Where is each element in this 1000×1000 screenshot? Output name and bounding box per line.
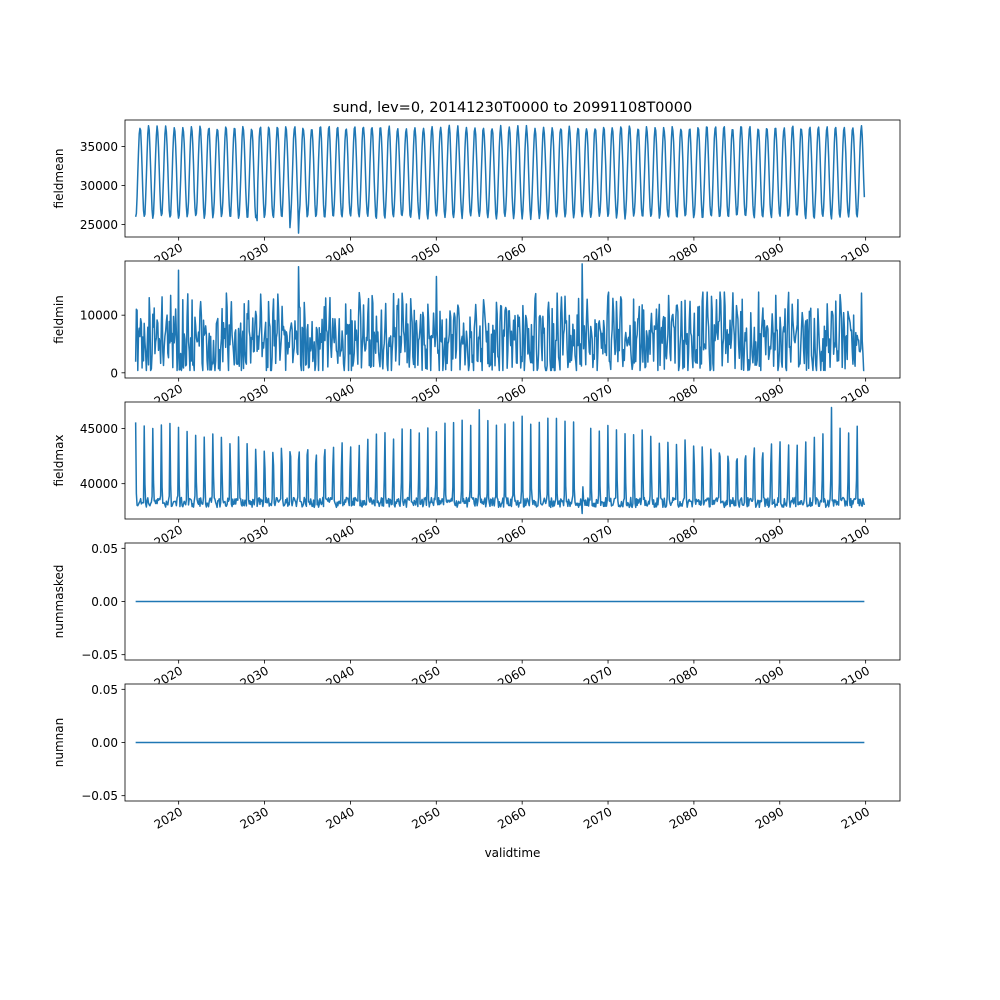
- y-tick-label: 0.05: [91, 683, 118, 697]
- axes-frame: [124, 401, 901, 520]
- y-tick-label: 45000: [80, 422, 118, 436]
- y-tick-label: −0.05: [81, 648, 118, 662]
- y-axis-label: fieldmean: [52, 149, 66, 209]
- y-tick-label: 0.00: [91, 736, 118, 750]
- y-axis-label: nummasked: [52, 565, 66, 639]
- y-tick-label: −0.05: [81, 789, 118, 803]
- x-axis-label: validtime: [485, 846, 541, 860]
- y-tick-label: 0: [110, 366, 118, 380]
- y-tick-label: 40000: [80, 477, 118, 491]
- y-axis-label: fieldmax: [52, 434, 66, 486]
- axes-frame: [124, 260, 901, 379]
- y-tick-label: 0.05: [91, 542, 118, 556]
- y-axis-label: numnan: [52, 718, 66, 767]
- series-line-fieldmean: [134, 124, 866, 234]
- y-tick-label: 0.00: [91, 595, 118, 609]
- y-tick-label: 10000: [80, 309, 118, 323]
- y-axis-label: fieldmin: [52, 295, 66, 344]
- y-tick-label: 25000: [80, 218, 118, 232]
- y-tick-label: 35000: [80, 140, 118, 154]
- y-tick-label: 30000: [80, 179, 118, 193]
- series-line-fieldmin: [134, 263, 865, 372]
- figure-title: sund, lev=0, 20141230T0000 to 20991108T0…: [333, 100, 692, 116]
- series-line-fieldmax: [134, 406, 866, 515]
- axes-frame: [124, 119, 901, 238]
